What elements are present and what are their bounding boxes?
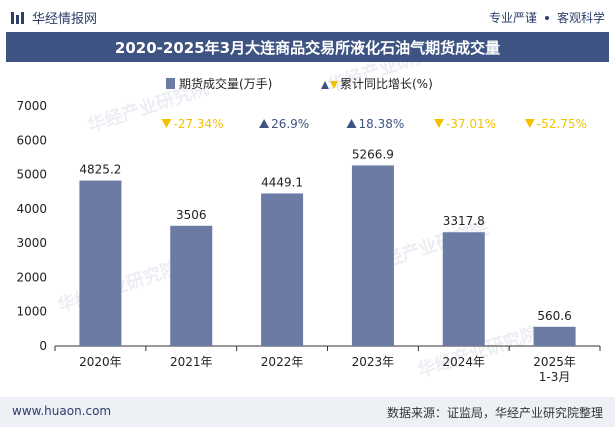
growth-down-triangle-icon [524, 119, 535, 128]
chart-title: 2020-2025年3月大连商品交易所液化石油气期货成交量 [114, 38, 501, 57]
bar-value-label: 4449.1 [261, 175, 303, 189]
x-tick-label: 2023年 [352, 355, 395, 369]
y-tick-label: 2000 [16, 270, 47, 284]
growth-up-triangle-icon [346, 119, 357, 128]
y-tick-label: 4000 [16, 202, 47, 216]
brand: 华经情报网 [10, 8, 97, 27]
tagline-right: 客观科学 [556, 11, 605, 25]
legend-up-triangle-icon [321, 81, 329, 89]
bar [79, 180, 122, 346]
separator-dot-icon [544, 15, 549, 20]
top-header: 华经情报网 专业严谨 客观科学 [0, 0, 615, 34]
legend-down-triangle-icon [330, 81, 338, 89]
legend-bar-swatch [166, 78, 175, 89]
bar-value-label: 5266.9 [352, 147, 394, 161]
bar-value-label: 3317.8 [443, 214, 485, 228]
bar-value-label: 3506 [176, 208, 207, 222]
x-tick-label: 2022年 [261, 355, 304, 369]
bar [533, 326, 576, 346]
x-tick-label: 2024年 [442, 355, 485, 369]
y-tick-label: 5000 [16, 168, 47, 182]
growth-label: -27.34% [173, 117, 223, 131]
x-tick-label: 1-3月 [539, 370, 571, 384]
growth-label: -37.01% [446, 117, 496, 131]
bar [261, 193, 304, 346]
growth-label: 18.38% [359, 117, 405, 131]
growth-down-triangle-icon [161, 119, 172, 128]
x-tick-label: 2021年 [170, 355, 213, 369]
bar [442, 232, 485, 346]
footer: www.huaon.com 数据来源：证监局，华经产业研究院整理 [0, 397, 615, 427]
x-tick-label: 2025年 [533, 355, 576, 369]
bar [351, 165, 394, 346]
brand-name: 华经情报网 [32, 12, 98, 27]
growth-up-triangle-icon [259, 119, 270, 128]
bar-value-label: 4825.2 [79, 163, 121, 177]
chart-title-bar: 2020-2025年3月大连商品交易所液化石油气期货成交量 [6, 32, 609, 62]
tagline: 专业严谨 客观科学 [489, 9, 605, 26]
y-tick-label: 6000 [16, 133, 47, 147]
bar-value-label: 560.6 [537, 309, 571, 323]
growth-down-triangle-icon [433, 119, 444, 128]
y-tick-label: 1000 [16, 305, 47, 319]
chart: 华经产业研究院华经产业研究院华经产业研究院华经产业研究院华经产业研究院期货成交量… [16, 62, 601, 384]
y-tick-label: 7000 [16, 99, 47, 113]
legend-bar-label: 期货成交量(万手) [179, 76, 272, 91]
tagline-left: 专业严谨 [488, 11, 537, 25]
growth-label: 26.9% [271, 117, 309, 131]
website-link[interactable]: www.huaon.com [12, 404, 112, 418]
legend-growth-label: 累计同比增长(%) [340, 77, 433, 91]
x-tick-label: 2020年 [79, 355, 122, 369]
data-source: 数据来源：证监局，华经产业研究院整理 [386, 406, 603, 420]
brand-logo-icon [11, 11, 24, 24]
bar [170, 225, 213, 346]
y-tick-label: 0 [39, 339, 47, 353]
y-tick-label: 3000 [16, 236, 47, 250]
growth-label: -52.75% [537, 117, 587, 131]
